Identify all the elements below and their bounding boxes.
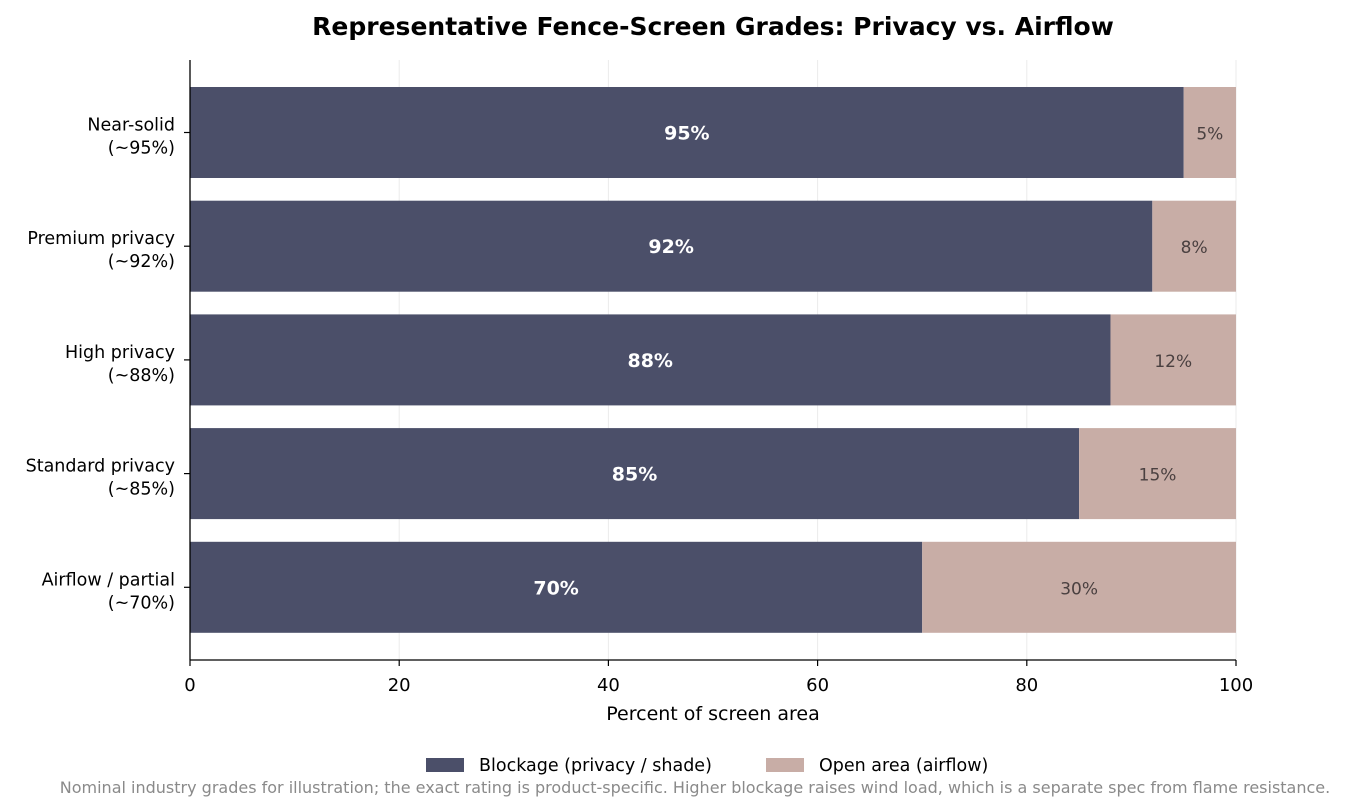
category-label: Standard privacy bbox=[26, 457, 175, 477]
x-ticks: 0 20 40 60 80 100 bbox=[184, 660, 1253, 696]
blockage-value-label: 95% bbox=[664, 123, 709, 145]
open-area-value-label: 5% bbox=[1196, 125, 1223, 145]
bar-labels: 95% 5% 92% 8% 88% 12% 85% 15% 70% 30% bbox=[533, 123, 1223, 600]
category-label: Near-solid bbox=[87, 116, 175, 136]
legend: Blockage (privacy / shade) Open area (air… bbox=[426, 756, 988, 776]
category-sublabel: (~85%) bbox=[108, 480, 175, 500]
legend-blockage-label: Blockage (privacy / shade) bbox=[479, 756, 712, 776]
blockage-value-label: 85% bbox=[612, 464, 657, 486]
x-tick-label: 60 bbox=[806, 675, 829, 696]
x-tick-label: 40 bbox=[597, 675, 620, 696]
blockage-bar bbox=[190, 428, 1080, 520]
open-area-value-label: 30% bbox=[1060, 579, 1098, 599]
category-sublabel: (~88%) bbox=[108, 366, 175, 386]
legend-open-area-swatch bbox=[766, 758, 804, 772]
category-label: Airflow / partial bbox=[42, 570, 175, 590]
chart-title: Representative Fence-Screen Grades: Priv… bbox=[312, 12, 1114, 41]
y-category-labels: Near-solid (~95%) Premium privacy (~92%) Hig… bbox=[26, 116, 175, 614]
blockage-bar bbox=[190, 87, 1184, 178]
x-tick-label: 100 bbox=[1219, 675, 1253, 696]
category-label: Premium privacy bbox=[27, 229, 175, 249]
footnote: Nominal industry grades for illustration… bbox=[60, 778, 1330, 797]
x-axis-title: Percent of screen area bbox=[606, 703, 819, 725]
open-area-bar bbox=[1110, 314, 1236, 406]
blockage-bar bbox=[190, 200, 1153, 292]
x-tick-label: 80 bbox=[1015, 675, 1038, 696]
category-sublabel: (~92%) bbox=[108, 252, 175, 272]
open-area-bar bbox=[1152, 200, 1236, 292]
open-area-bar bbox=[1079, 428, 1236, 520]
legend-open-area-label: Open area (airflow) bbox=[819, 756, 988, 776]
blockage-value-label: 88% bbox=[627, 350, 672, 372]
category-label: High privacy bbox=[65, 343, 175, 363]
category-sublabel: (~95%) bbox=[108, 139, 175, 159]
blockage-bar bbox=[190, 314, 1111, 406]
open-area-value-label: 15% bbox=[1139, 466, 1177, 486]
open-area-bar bbox=[922, 541, 1236, 633]
open-area-value-label: 8% bbox=[1181, 238, 1208, 258]
category-sublabel: (~70%) bbox=[108, 593, 175, 613]
blockage-bar bbox=[190, 541, 923, 633]
blockage-value-label: 70% bbox=[533, 577, 578, 599]
x-tick-label: 20 bbox=[388, 675, 411, 696]
bars bbox=[190, 87, 1236, 633]
legend-blockage-swatch bbox=[426, 758, 464, 772]
open-area-value-label: 12% bbox=[1154, 352, 1192, 372]
blockage-value-label: 92% bbox=[648, 236, 693, 258]
open-area-bar bbox=[1183, 87, 1236, 178]
axes bbox=[184, 60, 1236, 661]
x-tick-label: 0 bbox=[184, 675, 195, 696]
